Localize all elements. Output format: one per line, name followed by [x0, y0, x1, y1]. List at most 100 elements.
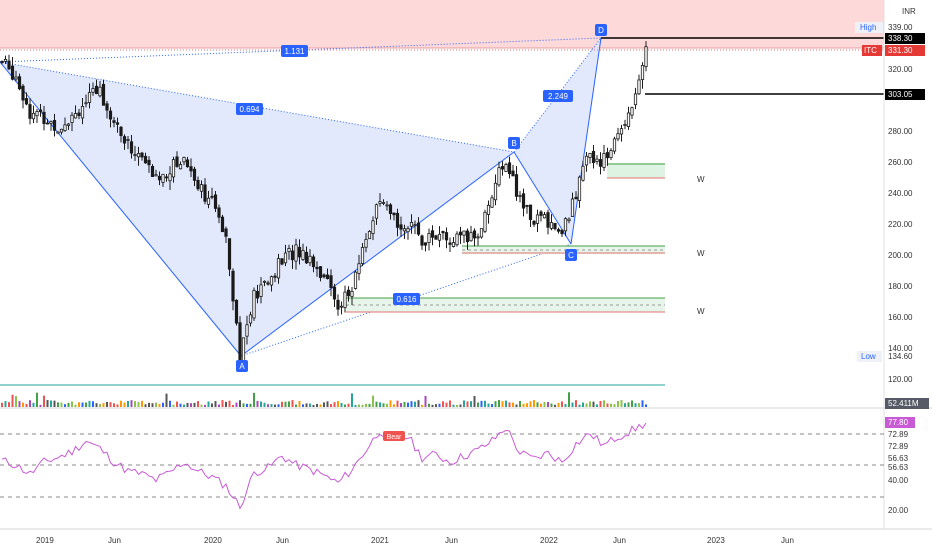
candle-body: [66, 123, 71, 126]
volume-bar: [610, 403, 612, 407]
volume-bar: [375, 401, 378, 407]
candles: [0, 41, 648, 369]
volume-bar: [606, 403, 609, 407]
time-jun-2021: Jun: [445, 536, 458, 545]
candle-body: [150, 165, 155, 177]
rsi-tag: [885, 417, 915, 428]
candle-body: [472, 230, 477, 239]
candle-body: [371, 220, 375, 234]
volume-bar: [267, 404, 269, 407]
point-a-box: [236, 360, 248, 372]
zone-2: [462, 246, 665, 254]
volume-bar: [340, 402, 343, 407]
volume-bar: [214, 401, 217, 407]
volume-bar: [522, 403, 525, 407]
candle-body: [304, 251, 309, 264]
volume-bar: [263, 402, 266, 407]
volume-bar: [64, 404, 66, 407]
volume-bar: [323, 402, 325, 407]
volume-bar: [599, 400, 602, 407]
volume-bar: [270, 404, 273, 407]
ratio-0694: 0.694: [239, 105, 260, 114]
volume-bar: [99, 403, 101, 407]
rsi-pane[interactable]: Bear: [0, 422, 884, 510]
volume-bar: [298, 400, 301, 407]
volume-bar: [256, 400, 259, 407]
point-d-label: D: [598, 26, 604, 35]
candle-body: [595, 158, 599, 162]
low-value: 134.60: [888, 352, 913, 361]
time-axis[interactable]: 2019 Jun 2020 Jun 2021 Jun 2022 Jun 2023…: [36, 536, 794, 545]
volume-bar: [575, 400, 577, 407]
candle-body: [21, 85, 25, 101]
candle-body: [259, 284, 263, 297]
point-a-label: A: [239, 362, 245, 371]
tick-180: 180.00: [888, 282, 913, 291]
candle-body: [535, 214, 540, 224]
volume-bar: [578, 404, 581, 407]
volume-bar: [155, 402, 157, 407]
volume-bar: [15, 396, 17, 407]
candle-body: [567, 218, 571, 222]
rsi-tick-3: 56.63: [888, 454, 909, 463]
candle-body: [542, 214, 547, 219]
volume-bar: [158, 403, 161, 407]
volume-bar: [428, 403, 430, 407]
volume-bar: [130, 400, 133, 407]
volume-bar: [533, 400, 535, 407]
candle-body: [616, 133, 620, 140]
candle-body: [234, 299, 239, 324]
candle-body: [224, 228, 228, 237]
candle-body: [364, 239, 368, 248]
ratio-1131-box: [281, 45, 308, 57]
candle-body: [168, 173, 172, 182]
candle-body: [570, 198, 575, 217]
volume-bar: [186, 402, 189, 407]
time-2022: 2022: [540, 536, 558, 545]
candle-body: [231, 270, 235, 302]
candle-body: [388, 204, 393, 215]
tick-160: 160.00: [888, 313, 913, 322]
volume-bar: [50, 400, 52, 407]
candle-body: [217, 207, 221, 218]
candle-body: [381, 202, 386, 204]
volume-bar: [526, 403, 528, 407]
volume-bar: [232, 404, 234, 407]
candle-body: [308, 255, 312, 264]
candle-body: [518, 195, 522, 197]
candle-body: [630, 107, 634, 116]
candle-body: [122, 136, 127, 144]
volume-bars: [1, 392, 647, 407]
volume-bar: [137, 401, 140, 407]
volume-bar: [32, 402, 35, 407]
volume-bar: [480, 400, 483, 407]
volume-bar: [211, 403, 213, 407]
volume-tag: [885, 398, 929, 409]
volume-bar: [309, 403, 311, 407]
volume-bar: [4, 401, 7, 407]
volume-bar: [347, 403, 350, 407]
volume-bar: [407, 402, 409, 407]
candle-body: [143, 155, 148, 164]
candle-body: [581, 165, 585, 181]
candle-body: [70, 114, 74, 123]
candle-body: [514, 174, 519, 197]
symbol-label: ITC: [864, 46, 877, 55]
volume-bar: [358, 404, 360, 407]
candle-body: [154, 174, 158, 177]
rsi-tick-5: 40.00: [888, 476, 909, 485]
candle-body: [556, 229, 561, 232]
candle-body: [290, 250, 295, 261]
harmonic-pattern[interactable]: [0, 37, 602, 357]
candle-body: [591, 150, 596, 164]
candle-body: [385, 204, 389, 207]
volume-bar: [277, 404, 280, 407]
price-axis[interactable]: INR High 339.00 338.30 ITC 331.30 320.00…: [855, 7, 929, 515]
volume-bar: [88, 400, 91, 407]
volume-bar: [204, 404, 206, 407]
pattern-bcd-fill: [514, 38, 601, 244]
volume-bar: [134, 401, 136, 407]
volume-bar: [291, 400, 294, 407]
volume-bar: [582, 402, 584, 407]
